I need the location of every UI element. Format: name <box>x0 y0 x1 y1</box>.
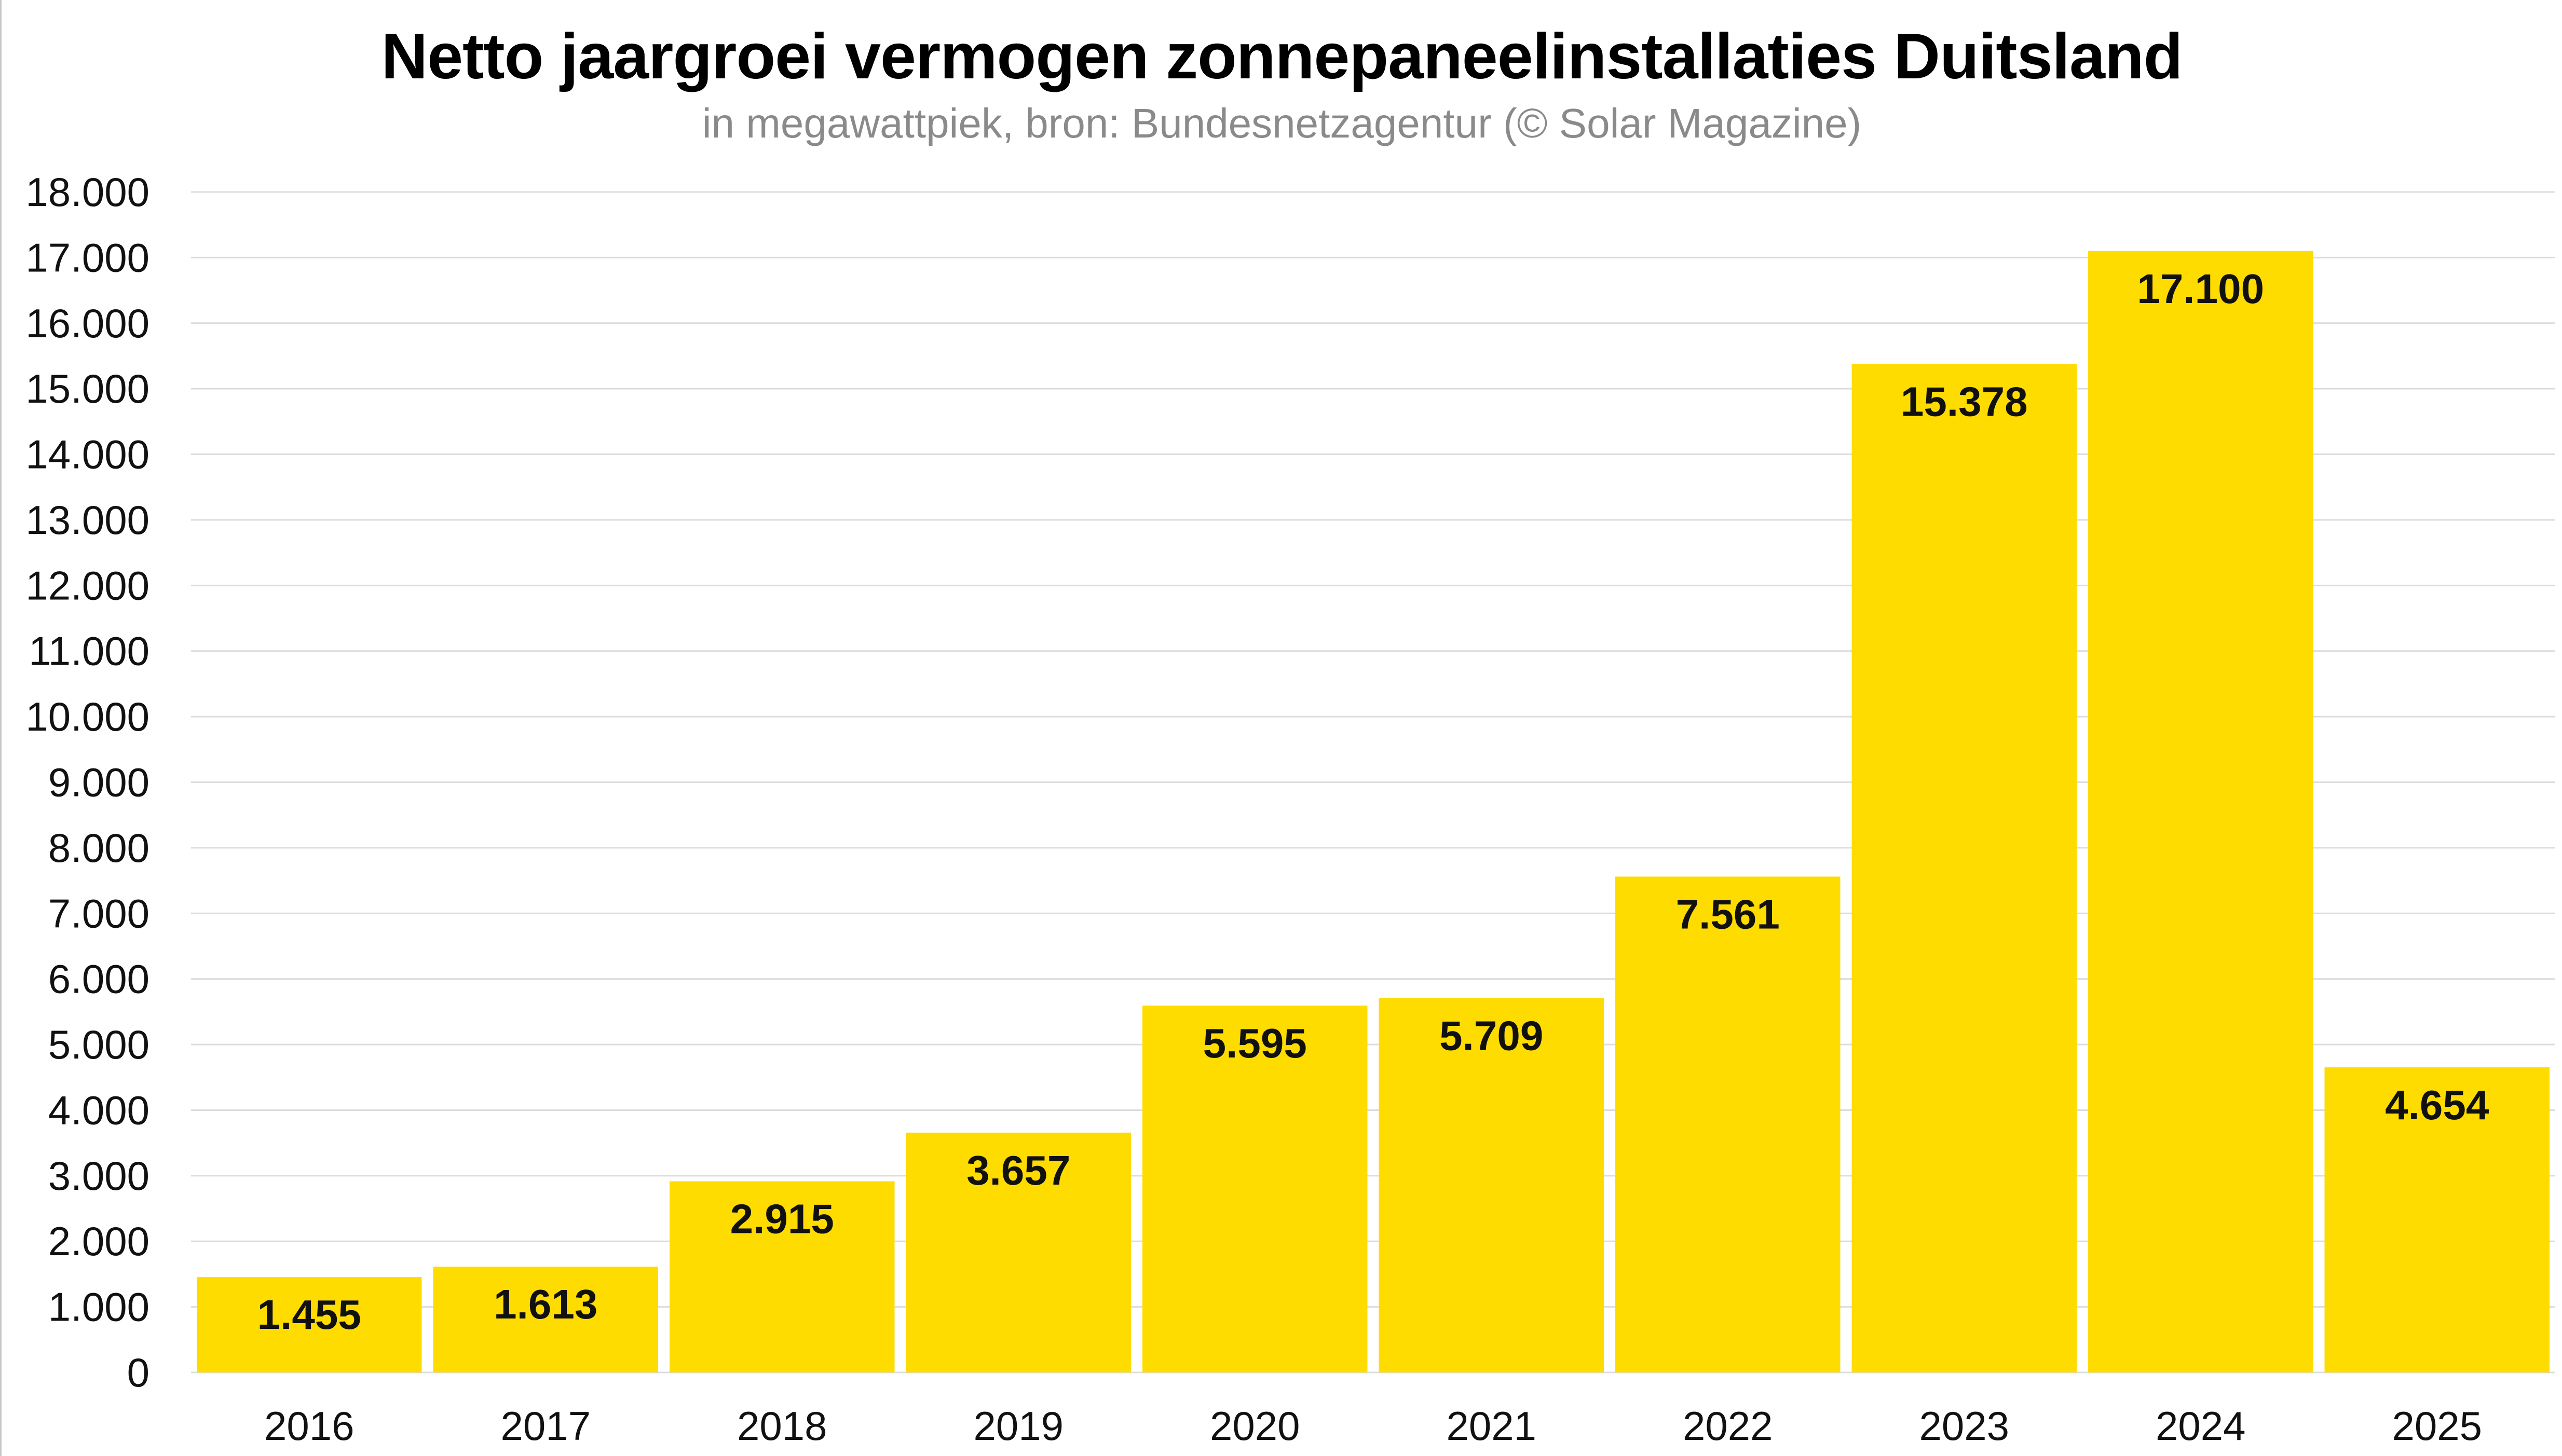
bar-2024 <box>2088 251 2313 1372</box>
chart-title: Netto jaargroei vermogen zonnepaneelinst… <box>381 21 2183 92</box>
y-tick-label: 17.000 <box>25 235 149 280</box>
bar-2016 <box>197 1277 422 1372</box>
chart-subtitle: in megawattpiek, bron: Bundesnetzagentur… <box>702 100 1862 146</box>
y-tick-label: 4.000 <box>48 1087 149 1133</box>
x-tick-label-2019: 2019 <box>973 1403 1064 1449</box>
value-label-2019: 3.657 <box>966 1147 1070 1193</box>
value-label-2021: 5.709 <box>1439 1012 1543 1059</box>
y-tick-label: 9.000 <box>48 760 149 805</box>
bar-2020 <box>1142 1005 1368 1372</box>
y-tick-label: 14.000 <box>25 432 149 477</box>
y-tick-label: 15.000 <box>25 366 149 411</box>
y-axis-ticks: 0 1.000 2.000 3.000 4.000 5.000 6.000 7.000 8.00… <box>25 169 149 1395</box>
bar-2017 <box>433 1267 658 1372</box>
y-tick-label: 18.000 <box>25 169 149 215</box>
x-axis-ticks: 2016 2017 2018 2019 2020 2021 2022 2023 2024 2025 <box>264 1403 2482 1449</box>
bar-2023 <box>1851 364 2077 1373</box>
x-tick-label-2016: 2016 <box>264 1403 355 1449</box>
y-tick-label: 12.000 <box>25 562 149 608</box>
y-tick-label: 16.000 <box>25 300 149 346</box>
bar-2022 <box>1615 876 1841 1372</box>
y-tick-label: 13.000 <box>25 497 149 543</box>
y-tick-label: 3.000 <box>48 1153 149 1199</box>
x-tick-label-2018: 2018 <box>737 1403 827 1449</box>
value-label-2023: 15.378 <box>1901 378 2028 424</box>
x-tick-label-2021: 2021 <box>1446 1403 1536 1449</box>
y-tick-label: 5.000 <box>48 1022 149 1067</box>
bar-2019 <box>906 1132 1131 1372</box>
y-tick-label: 2.000 <box>48 1218 149 1264</box>
value-label-2024: 17.100 <box>2137 266 2264 312</box>
value-label-2016: 1.455 <box>257 1292 361 1338</box>
value-label-2022: 7.561 <box>1676 891 1780 937</box>
y-tick-label: 7.000 <box>48 890 149 936</box>
bar-2025 <box>2324 1067 2550 1372</box>
value-label-2017: 1.613 <box>494 1281 597 1327</box>
x-tick-label-2024: 2024 <box>2156 1403 2246 1449</box>
x-tick-label-2022: 2022 <box>1683 1403 1773 1449</box>
y-tick-label: 1.000 <box>48 1284 149 1330</box>
bar-2021 <box>1379 998 1604 1372</box>
x-tick-label-2023: 2023 <box>1919 1403 2009 1449</box>
bars <box>197 251 2550 1373</box>
value-label-2025: 4.654 <box>2385 1082 2489 1128</box>
x-tick-label-2020: 2020 <box>1210 1403 1300 1449</box>
x-tick-label-2025: 2025 <box>2392 1403 2482 1449</box>
y-tick-label: 0 <box>127 1350 149 1395</box>
bar-2018 <box>670 1181 895 1372</box>
value-label-2020: 5.595 <box>1203 1020 1307 1066</box>
x-tick-label-2017: 2017 <box>500 1403 591 1449</box>
y-tick-label: 6.000 <box>48 956 149 1002</box>
y-tick-label: 8.000 <box>48 825 149 871</box>
y-tick-label: 11.000 <box>29 628 149 674</box>
y-tick-label: 10.000 <box>25 694 149 739</box>
value-label-2018: 2.915 <box>730 1196 834 1242</box>
value-labels: 1.455 1.613 2.915 3.657 5.595 5.709 7.561 15.37… <box>257 266 2489 1338</box>
